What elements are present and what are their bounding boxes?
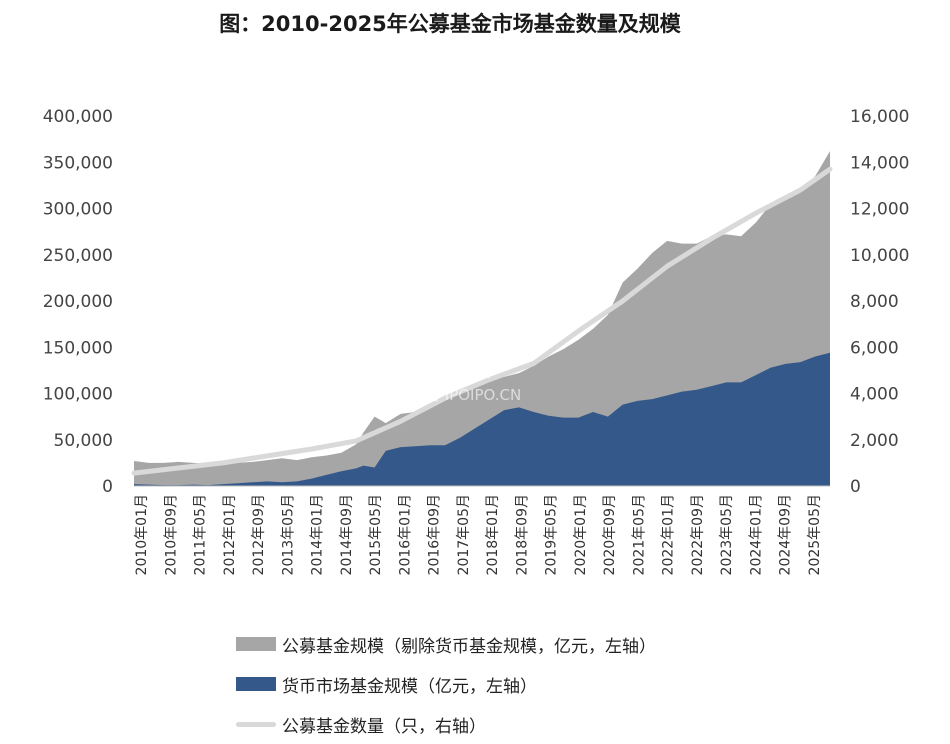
x-tick-label: 2015年05月: [368, 494, 384, 575]
chart-areas: [134, 151, 830, 486]
y-left-tick-label: 150,000: [43, 338, 113, 358]
y-left-tick-label: 0: [102, 477, 113, 497]
y-left-tick-label: 300,000: [43, 200, 113, 220]
legend-item-fund-count: 公募基金数量（只，右轴）: [236, 704, 656, 744]
line-fund-count: [131, 166, 833, 476]
x-tick-label: 2024年09月: [778, 494, 794, 575]
y-right-tick-label: 0: [850, 477, 861, 497]
y-left-tick-label: 100,000: [43, 385, 113, 405]
x-tick-label: 2024年01月: [749, 494, 765, 575]
x-tick-label: 2018年01月: [485, 494, 501, 575]
legend-label-fund-scale: 公募基金规模（剔除货币基金规模，亿元，左轴）: [282, 636, 656, 657]
x-tick-label: 2020年01月: [573, 494, 589, 575]
x-tick-label: 2025年05月: [807, 494, 823, 575]
legend-item-fund-scale: 公募基金规模（剔除货币基金规模，亿元，左轴）: [236, 624, 656, 664]
x-tick-label: 2021年05月: [631, 494, 647, 575]
y-right-tick-label: 14,000: [850, 153, 909, 173]
legend-label-money-market: 货币市场基金规模（亿元，左轴）: [282, 676, 537, 697]
x-tick-label: 2023年05月: [719, 494, 735, 575]
chart-line: [131, 166, 833, 476]
x-tick-label: 2020年09月: [602, 494, 618, 575]
y-right-tick-label: 12,000: [850, 200, 909, 220]
x-tick-label: 2018年09月: [514, 494, 530, 575]
x-tick-label: 2012年09月: [251, 494, 267, 575]
x-tick-label: 2010年01月: [134, 494, 150, 575]
y-left-tick-label: 200,000: [43, 292, 113, 312]
y-right-tick-label: 2,000: [850, 431, 899, 451]
x-tick-label: 2017年05月: [456, 494, 472, 575]
x-tick-label: 2013年05月: [280, 494, 296, 575]
y-axis-right: 0 2,000 4,000 6,000 8,000 10,000 12,000 14,000 1…: [850, 107, 909, 497]
legend-label-fund-count: 公募基金数量（只，右轴）: [282, 716, 486, 737]
x-tick-label: 2011年05月: [193, 494, 209, 575]
x-tick-label: 2016年01月: [397, 494, 413, 575]
y-left-tick-label: 400,000: [43, 107, 113, 127]
x-axis: 2010年01月 2010年09月 2011年05月 2012年01月 2012年09月…: [134, 485, 830, 575]
legend-swatch-fund-scale: [236, 637, 276, 651]
y-axis-left: 0 50,000 100,000 150,000 200,000 250,000 300,0…: [43, 107, 113, 497]
x-tick-label: 2022年09月: [690, 494, 706, 575]
chart-title: 图：2010-2025年公募基金市场基金数量及规模: [219, 12, 681, 36]
y-left-tick-label: 350,000: [43, 153, 113, 173]
x-tick-label: 2014年09月: [339, 494, 355, 575]
x-tick-label: 2010年09月: [163, 494, 179, 575]
y-right-tick-label: 16,000: [850, 107, 909, 127]
y-right-tick-label: 8,000: [850, 292, 899, 312]
y-right-tick-label: 4,000: [850, 385, 899, 405]
y-left-tick-label: 50,000: [54, 431, 113, 451]
x-tick-label: 2014年01月: [310, 494, 326, 575]
area-money-market: [134, 352, 830, 486]
y-right-tick-label: 6,000: [850, 338, 899, 358]
x-tick-label: 2019年05月: [544, 494, 560, 575]
legend-item-money-market: 货币市场基金规模（亿元，左轴）: [236, 664, 656, 704]
chart-legend: 公募基金规模（剔除货币基金规模，亿元，左轴） 货币市场基金规模（亿元，左轴） 公…: [236, 624, 656, 744]
chart-canvas: 0 50,000 100,000 150,000 200,000 250,000 300,0…: [43, 107, 910, 575]
legend-swatch-money-market: [236, 677, 276, 691]
x-tick-label: 2012年01月: [222, 494, 238, 575]
x-tick-label: 2022年01月: [661, 494, 677, 575]
x-tick-label: 2016年09月: [427, 494, 443, 575]
y-left-tick-label: 250,000: [43, 246, 113, 266]
y-right-tick-label: 10,000: [850, 246, 909, 266]
legend-swatch-fund-count: [236, 721, 276, 727]
